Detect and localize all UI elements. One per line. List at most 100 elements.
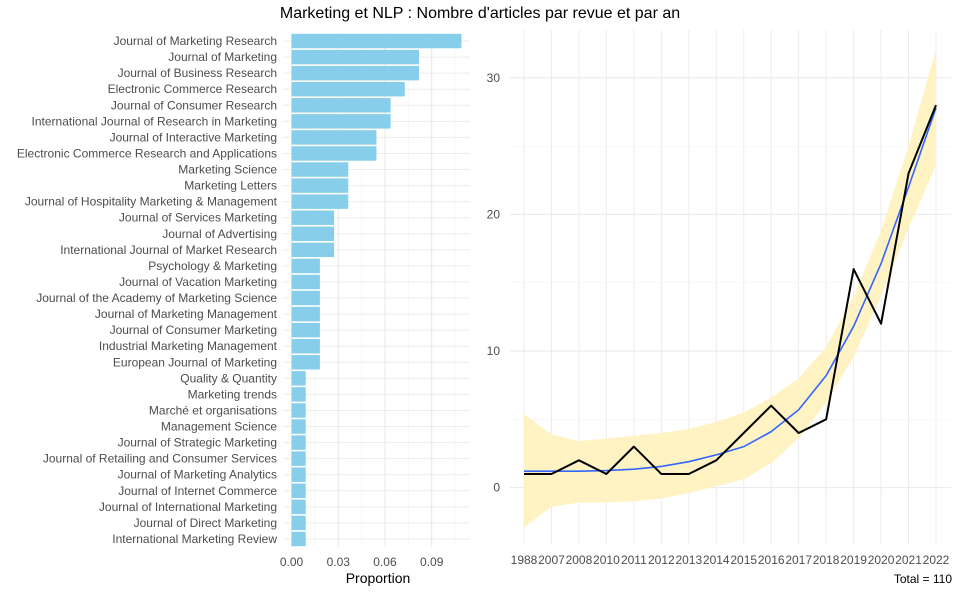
bar-category-label: Journal of Interactive Marketing: [110, 130, 277, 144]
bar: [291, 515, 306, 531]
bar-category-label: Marché et organisations: [149, 403, 277, 417]
bar-x-tick-labels: 0.00 0.03 0.06 0.09: [280, 555, 444, 569]
bar-category-labels: Journal of Marketing Research Journal of …: [17, 34, 278, 546]
line-x-tick-label: 2022: [923, 553, 950, 567]
line-x-tick-label: 2010: [593, 553, 620, 567]
bar-category-label: Electronic Commerce Research: [108, 82, 277, 96]
bar: [291, 162, 349, 177]
bar: [291, 33, 462, 49]
bar: [291, 387, 306, 402]
line-y-tick-label: 10: [487, 344, 501, 358]
bar: [291, 194, 349, 209]
bar-category-label: International Journal of Research in Mar…: [32, 114, 277, 128]
bar-category-label: Journal of Advertising: [162, 227, 277, 241]
line-x-tick-label: 2020: [868, 553, 895, 567]
bar-category-label: Journal of Marketing Management: [95, 307, 278, 321]
bar: [291, 467, 306, 482]
bar-x-tick-label: 0.06: [373, 555, 397, 569]
bar: [291, 258, 320, 274]
line-x-tick-label: 2018: [813, 553, 840, 567]
line-x-tick-label: 2011: [621, 553, 647, 567]
line-y-tick-labels: 0 10 20 30: [487, 71, 501, 495]
bar-category-label: Psychology & Marketing: [148, 259, 277, 273]
bar: [291, 178, 349, 193]
bar-category-label: Journal of Marketing: [168, 50, 277, 64]
bar-category-label: Journal of Vacation Marketing: [119, 275, 277, 289]
bar: [291, 242, 335, 258]
bar-category-label: International Marketing Review: [112, 532, 277, 546]
chart-title: Marketing et NLP : Nombre d'articles par…: [279, 5, 681, 22]
bar: [291, 499, 306, 515]
bar: [291, 355, 320, 370]
bar-category-label: Journal of Hospitality Marketing & Manag…: [25, 195, 278, 209]
bar-category-label: Electronic Commerce Research and Applica…: [17, 146, 277, 160]
total-caption: Total = 110: [893, 572, 952, 586]
bar: [291, 49, 419, 65]
line-x-tick-label: 2007: [538, 553, 565, 567]
bar: [291, 210, 335, 225]
bar: [291, 226, 335, 242]
line-x-tick-label: 2015: [730, 553, 757, 567]
line-x-tick-label: 2014: [703, 553, 730, 567]
bar-x-axis-label: Proportion: [346, 570, 411, 586]
bar-category-label: Journal of International Marketing: [99, 500, 277, 514]
line-y-tick-label: 30: [487, 71, 501, 85]
line-x-tick-label: 2019: [840, 553, 867, 567]
bar: [291, 114, 391, 129]
bar-category-label: Journal of Business Research: [118, 66, 277, 80]
bar-category-label: Journal of Internet Commerce: [118, 484, 277, 498]
bar: [291, 451, 306, 466]
bar: [291, 274, 320, 290]
line-y-tick-label: 20: [487, 207, 501, 221]
bar: [291, 403, 306, 418]
bar-category-label: Journal of the Academy of Marketing Scie…: [36, 291, 277, 305]
bar-category-label: Journal of Strategic Marketing: [118, 436, 277, 450]
bar-category-label: Management Science: [161, 420, 277, 434]
bar-x-tick-label: 0.00: [280, 555, 304, 569]
bar-x-tick-label: 0.03: [327, 555, 351, 569]
bar-category-label: International Journal of Market Research: [60, 243, 277, 257]
line-x-tick-label: 2008: [566, 553, 593, 567]
confidence-band-area: [524, 49, 936, 528]
bar-category-label: Industrial Marketing Management: [99, 339, 278, 353]
confidence-band: [524, 49, 936, 528]
line-y-tick-label: 0: [493, 481, 500, 495]
bar-category-label: Journal of Marketing Analytics: [118, 468, 277, 482]
line-x-tick-label: 2021: [895, 553, 922, 567]
bar-chart-bars: [291, 33, 462, 547]
bar-x-tick-label: 0.09: [420, 555, 444, 569]
bar-category-label: Journal of Direct Marketing: [134, 516, 277, 530]
bar-category-label: Marketing trends: [188, 387, 277, 401]
bar-category-label: European Journal of Marketing: [113, 355, 277, 369]
bar-category-label: Journal of Marketing Research: [114, 34, 277, 48]
line-chart-series: [524, 104, 937, 475]
bar: [291, 130, 377, 145]
line-x-tick-label: 1988: [511, 553, 538, 567]
bar: [291, 435, 306, 450]
bar-category-label: Quality & Quantity: [180, 371, 277, 385]
line-x-tick-label: 2013: [675, 553, 702, 567]
bar-category-label: Journal of Consumer Marketing: [110, 323, 277, 337]
bar-category-label: Journal of Retailing and Consumer Servic…: [43, 452, 277, 466]
bar-category-label: Journal of Services Marketing: [119, 211, 277, 225]
bar: [291, 483, 306, 499]
bar: [291, 531, 306, 547]
bar-category-label: Marketing Science: [178, 163, 277, 177]
bar-category-label: Journal of Consumer Research: [111, 98, 277, 112]
bar: [291, 419, 306, 434]
bar: [291, 81, 405, 97]
bar: [291, 371, 306, 386]
bar: [291, 290, 320, 306]
line-x-tick-label: 2016: [758, 553, 785, 567]
bar: [291, 146, 377, 161]
bar: [291, 98, 391, 113]
bar: [291, 322, 320, 338]
observed-series-line: [524, 104, 937, 475]
line-x-tick-label: 2012: [648, 553, 675, 567]
bar: [291, 65, 419, 81]
bar: [291, 338, 320, 354]
line-x-tick-label: 2017: [785, 553, 812, 567]
line-x-tick-labels: 1988 2007 2008 2010 2011 2012 2013 2014 2015 2016…: [511, 553, 950, 567]
bar: [291, 306, 320, 322]
